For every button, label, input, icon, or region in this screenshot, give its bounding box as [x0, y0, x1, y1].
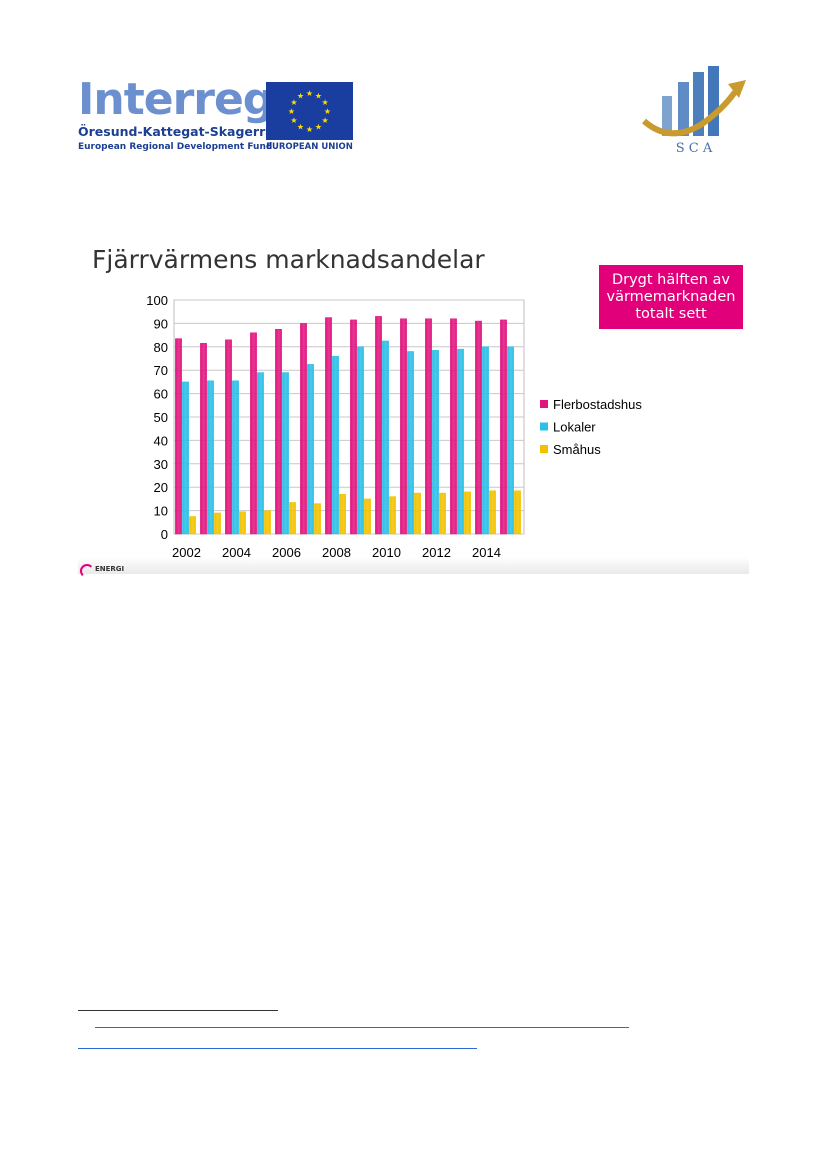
eu-star-icon: ★ [322, 98, 329, 107]
x-tick-label: 2002 [172, 545, 201, 560]
bar-småhus-2007 [314, 503, 321, 535]
footnote-link-line[interactable] [78, 1048, 477, 1049]
x-tick-label: 2004 [222, 545, 251, 560]
x-tick-label: 2014 [472, 545, 501, 560]
interreg-logo-region: Öresund-Kattegat-Skagerrak [78, 124, 282, 139]
y-tick-label: 70 [154, 363, 168, 378]
bar-småhus-2006 [289, 502, 296, 535]
legend-swatch-småhus [540, 445, 548, 453]
bar-lokaler-2012 [432, 350, 439, 535]
energi-logo-icon [80, 564, 94, 578]
sca-logo: S C A [640, 66, 748, 156]
bar-småhus-2002 [189, 516, 196, 535]
bar-lokaler-2005 [257, 372, 264, 535]
bar-flerbostadshus-2009 [350, 319, 357, 535]
bar-flerbostadshus-2002 [175, 338, 182, 535]
bar-småhus-2004 [239, 511, 246, 535]
y-tick-label: 10 [154, 504, 168, 519]
legend-swatch-flerbostadshus [540, 400, 548, 408]
bar-lokaler-2008 [332, 355, 339, 535]
y-tick-label: 40 [154, 433, 168, 448]
x-tick-label: 2006 [272, 545, 301, 560]
legend-label-småhus: Småhus [553, 442, 601, 457]
y-tick-label: 60 [154, 387, 168, 402]
bar-lokaler-2011 [407, 351, 414, 535]
bar-flerbostadshus-2007 [300, 323, 307, 535]
legend-label-lokaler: Lokaler [553, 420, 596, 435]
bar-flerbostadshus-2004 [225, 339, 232, 535]
y-tick-label: 0 [161, 527, 168, 542]
legend-label-flerbostadshus: Flerbostadshus [553, 397, 642, 412]
eu-star-icon: ★ [290, 98, 297, 107]
chart-title: Fjärrvärmens marknadsandelar [92, 245, 485, 274]
bar-lokaler-2003 [207, 380, 214, 535]
eu-flag-icon: ★ ★ ★ ★ ★ ★ ★ ★ ★ ★ ★ ★ [266, 82, 353, 140]
callout-box: Drygt hälften av värmemarknaden totalt s… [599, 265, 743, 329]
y-tick-label: 100 [146, 293, 168, 308]
bar-lokaler-2002 [182, 381, 189, 535]
y-tick-label: 30 [154, 457, 168, 472]
bar-småhus-2008 [339, 493, 346, 535]
eu-star-icon: ★ [315, 91, 322, 100]
eu-star-icon: ★ [306, 125, 313, 134]
bar-flerbostadshus-2006 [275, 329, 282, 535]
y-tick-label: 50 [154, 410, 168, 425]
eu-star-icon: ★ [297, 91, 304, 100]
eu-star-icon: ★ [322, 116, 329, 125]
bar-flerbostadshus-2012 [425, 318, 432, 535]
eu-star-icon: ★ [306, 89, 313, 98]
x-tick-label: 2012 [422, 545, 451, 560]
bar-flerbostadshus-2005 [250, 332, 257, 535]
bar-flerbostadshus-2008 [325, 317, 332, 535]
eu-star-icon: ★ [297, 123, 304, 132]
x-tick-label: 2010 [372, 545, 401, 560]
footnote-link-line[interactable] [95, 1027, 629, 1028]
bar-småhus-2014 [489, 490, 496, 535]
bar-lokaler-2013 [457, 348, 464, 535]
bar-lokaler-2015 [507, 346, 514, 535]
bar-småhus-2009 [364, 498, 371, 535]
eu-star-icon: ★ [324, 107, 331, 116]
interreg-logo-wordmark: Interreg [78, 74, 274, 125]
market-share-chart: 0 10 20 30 40 50 60 70 80 90 100 2002 2004 2006 2008 20… [146, 293, 642, 560]
bar-småhus-2003 [214, 512, 221, 535]
y-tick-label: 20 [154, 480, 168, 495]
interreg-logo-fund: European Regional Development Fund [78, 142, 273, 152]
bar-småhus-2013 [464, 491, 471, 535]
bar-lokaler-2004 [232, 380, 239, 535]
bar-lokaler-2009 [357, 346, 364, 535]
sca-logo-text: S C A [676, 141, 713, 154]
bar-lokaler-2007 [307, 364, 314, 535]
bar-småhus-2010 [389, 496, 396, 535]
eu-star-icon: ★ [315, 123, 322, 132]
bar-lokaler-2014 [482, 346, 489, 535]
bar-flerbostadshus-2010 [375, 316, 382, 535]
bar-flerbostadshus-2013 [450, 318, 457, 535]
bar-lokaler-2006 [282, 372, 289, 535]
bar-flerbostadshus-2003 [200, 343, 207, 535]
bar-lokaler-2010 [382, 340, 389, 535]
energi-logo-text: ENERGI [95, 565, 125, 573]
y-tick-label: 90 [154, 316, 168, 331]
callout-text: Drygt hälften av värmemarknaden totalt s… [606, 271, 736, 322]
bar-småhus-2012 [439, 492, 446, 535]
bar-flerbostadshus-2011 [400, 318, 407, 535]
legend-swatch-lokaler [540, 422, 548, 431]
eu-star-icon: ★ [290, 116, 297, 125]
bar-flerbostadshus-2014 [475, 320, 482, 535]
eu-logo-label: EUROPEAN UNION [266, 142, 353, 152]
eu-star-icon: ★ [288, 107, 295, 116]
bar-småhus-2015 [514, 490, 521, 535]
footnote-separator [78, 1010, 278, 1011]
x-tick-label: 2008 [322, 545, 351, 560]
bar-flerbostadshus-2015 [500, 319, 507, 535]
slide-footer [78, 557, 749, 574]
y-tick-label: 80 [154, 340, 168, 355]
bar-småhus-2005 [264, 510, 271, 535]
bar-småhus-2011 [414, 492, 421, 535]
